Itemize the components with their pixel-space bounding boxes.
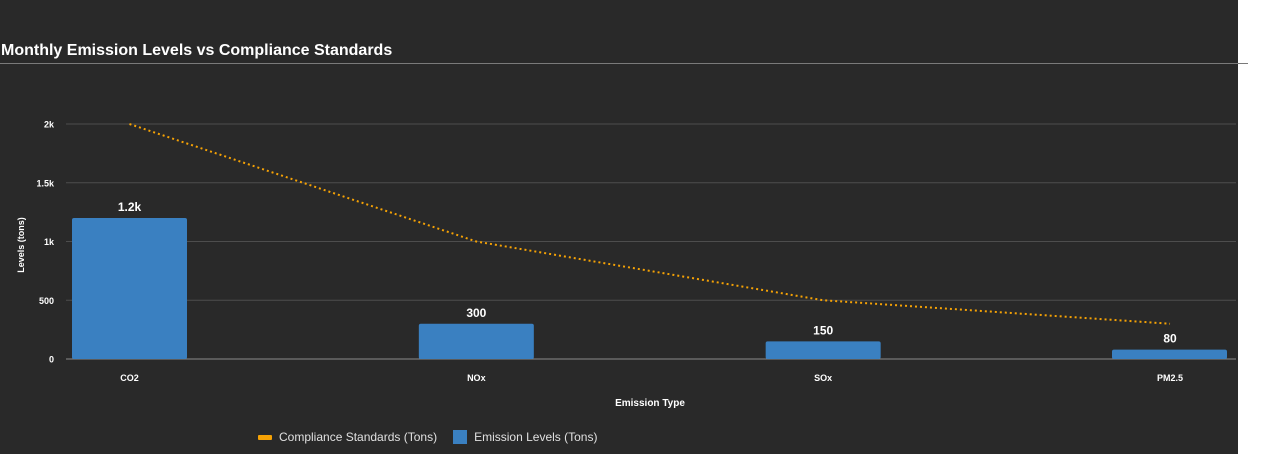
legend-item-emissions[interactable]: Emission Levels (Tons) [453, 430, 597, 444]
bar-data-label: 80 [1163, 332, 1177, 346]
title-divider [0, 63, 1238, 64]
x-tick-label: SOx [814, 373, 832, 383]
legend-item-compliance[interactable]: Compliance Standards (Tons) [258, 430, 437, 444]
bar-data-label: 300 [466, 306, 486, 320]
legend-label-emissions: Emission Levels (Tons) [474, 430, 598, 444]
y-tick-label: 2k [44, 120, 55, 130]
bar-data-label: 1.2k [118, 200, 142, 214]
chart-plot: 0 500 1k 1.5k 2k 1.2k 300 150 80 CO2 NOx SOx PM2.5 E… [16, 120, 1236, 409]
chart-title: Monthly Emission Levels vs Compliance St… [1, 42, 393, 59]
bar [72, 218, 187, 359]
bar-data-label: 150 [813, 323, 833, 337]
x-tick-label: NOx [467, 373, 486, 383]
legend-bar-swatch [453, 430, 468, 444]
bar [418, 323, 534, 359]
y-tick-label: 1.5k [36, 178, 55, 188]
y-tick-label: 1k [44, 237, 55, 247]
x-tick-label: PM2.5 [1157, 373, 1183, 383]
x-axis-title: Emission Type [615, 398, 685, 409]
y-axis-title: Levels (tons) [16, 217, 26, 273]
chart-legend: Compliance Standards (Tons) Emission Lev… [258, 430, 597, 444]
chart-panel: Monthly Emission Levels vs Compliance St… [0, 0, 1238, 454]
legend-label-compliance: Compliance Standards (Tons) [279, 430, 438, 444]
y-tick-label: 0 [49, 355, 54, 365]
bar [765, 341, 881, 359]
y-tick-label: 500 [39, 296, 54, 306]
legend-line-swatch [258, 434, 272, 440]
x-tick-label: CO2 [120, 373, 139, 383]
bar [1112, 349, 1227, 359]
edge-rule [1238, 63, 1248, 64]
compliance-line [129, 123, 1171, 325]
